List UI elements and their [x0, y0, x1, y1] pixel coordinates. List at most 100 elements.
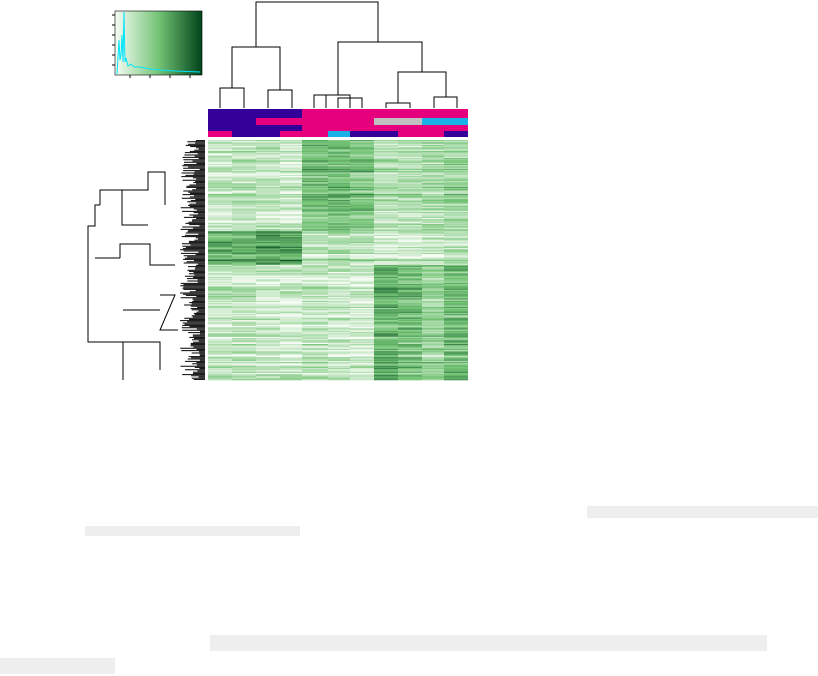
- heatmap-cell: [422, 149, 444, 152]
- heatmap-cell: [280, 257, 302, 260]
- heatmap-cell: [208, 266, 232, 268]
- heatmap-cell: [422, 299, 444, 302]
- heatmap-cell: [302, 234, 328, 237]
- heatmap-cell: [422, 165, 444, 167]
- heatmap-cell: [422, 376, 444, 378]
- heatmap-cell: [350, 339, 374, 341]
- heatmap-cell: [328, 178, 350, 180]
- heatmap-cell: [256, 216, 280, 219]
- heatmap-cell: [256, 242, 280, 244]
- heatmap-cell: [422, 246, 444, 249]
- heatmap-cell: [208, 364, 232, 366]
- heatmap-cell: [398, 176, 422, 178]
- heatmap-cell: [444, 197, 468, 200]
- heatmap-cell: [280, 254, 302, 256]
- heatmap-cell: [208, 218, 232, 220]
- heatmap-cell: [422, 276, 444, 279]
- heatmap-cell: [422, 360, 444, 363]
- heatmap-cell: [374, 146, 398, 148]
- heatmap-cell: [444, 273, 468, 275]
- heatmap-cell: [208, 327, 232, 329]
- heatmap-cell: [232, 184, 256, 186]
- heatmap-cell: [398, 292, 422, 294]
- heatmap-cell: [232, 228, 256, 231]
- heatmap-cell: [350, 335, 374, 338]
- heatmap-cell: [374, 179, 398, 182]
- heatmap-cell: [398, 261, 422, 263]
- heatmap-cell: [444, 260, 468, 262]
- heatmap-cell: [208, 279, 232, 281]
- heatmap-cell: [302, 207, 328, 209]
- heatmap-cell: [422, 335, 444, 338]
- heatmap-cell: [256, 237, 280, 239]
- heatmap-cell: [398, 215, 422, 218]
- heatmap-cell: [208, 226, 232, 228]
- heatmap-cell: [374, 200, 398, 202]
- heatmap-cell: [256, 186, 280, 189]
- heatmap-cell: [328, 165, 350, 167]
- heatmap-cell: [398, 375, 422, 377]
- heatmap-cell: [280, 173, 302, 176]
- heatmap-cell: [208, 262, 232, 264]
- heatmap-cell: [302, 269, 328, 272]
- heatmap-cell: [328, 272, 350, 274]
- heatmap-cell: [422, 150, 444, 153]
- heatmap-cell: [374, 224, 398, 226]
- heatmap-cell: [398, 324, 422, 327]
- heatmap-cell: [422, 371, 444, 374]
- heatmap-cell: [350, 226, 374, 228]
- heatmap-cell: [374, 317, 398, 320]
- heatmap-cell: [444, 194, 468, 196]
- heatmap-cell: [328, 357, 350, 359]
- heatmap-cell: [208, 207, 232, 209]
- heatmap-cell: [232, 328, 256, 330]
- heatmap-cell: [350, 302, 374, 304]
- heatmap-cell: [422, 180, 444, 183]
- heatmap-cell: [422, 294, 444, 297]
- heatmap-cell: [422, 329, 444, 332]
- heatmap-cell: [444, 144, 468, 147]
- heatmap-cell: [444, 182, 468, 184]
- heatmap-cell: [208, 294, 232, 297]
- heatmap-cell: [328, 263, 350, 266]
- heatmap-cell: [374, 220, 398, 222]
- heatmap-cell: [208, 340, 232, 342]
- heatmap-cell: [208, 315, 232, 317]
- heatmap-cell: [328, 164, 350, 166]
- heatmap-cell: [328, 286, 350, 288]
- heatmap-cell: [208, 216, 232, 219]
- heatmap-cell: [444, 159, 468, 161]
- heatmap-cell: [350, 359, 374, 362]
- heatmap-cell: [444, 185, 468, 188]
- heatmap-cell: [328, 274, 350, 276]
- heatmap-cell: [398, 275, 422, 278]
- heatmap-cell: [350, 316, 374, 318]
- heatmap-cell: [374, 315, 398, 317]
- heatmap-cell: [374, 214, 398, 216]
- heatmap-cell: [302, 375, 328, 377]
- heatmap-cell: [350, 240, 374, 243]
- heatmap-cell: [232, 344, 256, 346]
- heatmap-cell: [398, 147, 422, 149]
- heatmap-cell: [302, 231, 328, 233]
- heatmap-cell: [208, 146, 232, 148]
- heatmap-cell: [398, 346, 422, 348]
- heatmap-cell: [444, 190, 468, 192]
- heatmap-cell: [208, 244, 232, 246]
- heatmap-cell: [374, 186, 398, 189]
- heatmap-cell: [328, 208, 350, 210]
- heatmap-cell: [398, 286, 422, 288]
- heatmap-cell: [374, 195, 398, 197]
- heatmap-cell: [398, 312, 422, 315]
- heatmap-cell: [398, 141, 422, 143]
- heatmap-cell: [302, 224, 328, 226]
- heatmap-cell: [280, 162, 302, 165]
- heatmap-cell: [232, 189, 256, 191]
- heatmap-cell: [232, 303, 256, 305]
- heatmap-cell: [422, 161, 444, 164]
- heatmap-cell: [256, 164, 280, 166]
- heatmap-cell: [374, 323, 398, 326]
- heatmap-cell: [302, 248, 328, 250]
- heatmap-cell: [328, 140, 350, 142]
- heatmap-cell: [232, 248, 256, 250]
